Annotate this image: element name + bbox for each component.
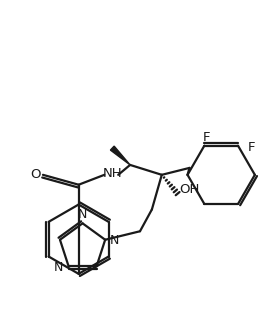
Text: NH: NH [102,167,122,180]
Text: O: O [30,168,40,181]
Text: F: F [248,141,256,154]
Text: OH: OH [179,183,200,196]
Polygon shape [110,146,130,165]
Text: N: N [109,234,119,247]
Text: F: F [203,131,210,144]
Text: N: N [78,208,87,221]
Text: N: N [54,261,63,274]
